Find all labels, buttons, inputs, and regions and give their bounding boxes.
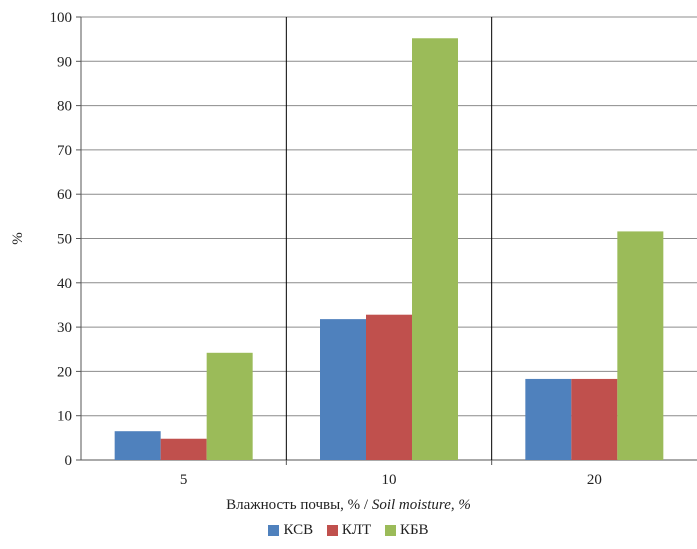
y-tick-label: 10 [57,409,72,425]
bar-ксв-20 [525,378,572,460]
x-axis-title: Влажность почвы, % / Soil moisture, % [0,497,697,514]
y-axis-title: % [10,232,26,245]
x-tick-label: 20 [587,472,602,488]
y-tick-label: 20 [57,364,72,380]
y-tick-label: 40 [57,276,72,292]
legend-label-ksv: КСВ [283,522,314,538]
bar-кбв-10 [412,38,458,460]
legend-label-kbv: КБВ [399,522,429,538]
x-tick-label: 5 [180,472,188,488]
y-tick-label: 80 [57,99,72,115]
bar-клт-10 [366,314,412,460]
bar-кбв-20 [617,231,664,460]
legend-swatch-klt [326,525,338,536]
legend-swatch-kbv [384,525,396,536]
y-tick-label: 30 [57,320,72,336]
bar-ксв-10 [320,319,366,460]
y-tick-label: 100 [50,10,73,26]
legend: КСВ КЛТ КБВ [0,522,697,541]
bar-клт-5 [160,438,207,460]
x-tick-label: 10 [382,472,397,488]
legend-item-ksv: КСВ [268,522,313,539]
x-axis-title-italic: Soil moisture, % [371,497,471,513]
y-tick-label: 60 [57,187,72,203]
legend-item-klt: КЛТ [326,522,372,539]
y-tick-label: 70 [57,143,72,159]
x-axis-title-main: Влажность почвы, % / [226,497,369,513]
bar-клт-20 [571,378,618,460]
legend-item-kbv: КБВ [384,522,429,539]
legend-swatch-ksv [268,525,280,536]
y-tick-label: 0 [65,453,73,469]
bar-кбв-5 [206,352,253,460]
y-tick-label: 90 [57,54,72,70]
y-tick-label: 50 [57,232,72,248]
bar-ксв-5 [114,431,161,460]
legend-label-klt: КЛТ [341,522,372,538]
